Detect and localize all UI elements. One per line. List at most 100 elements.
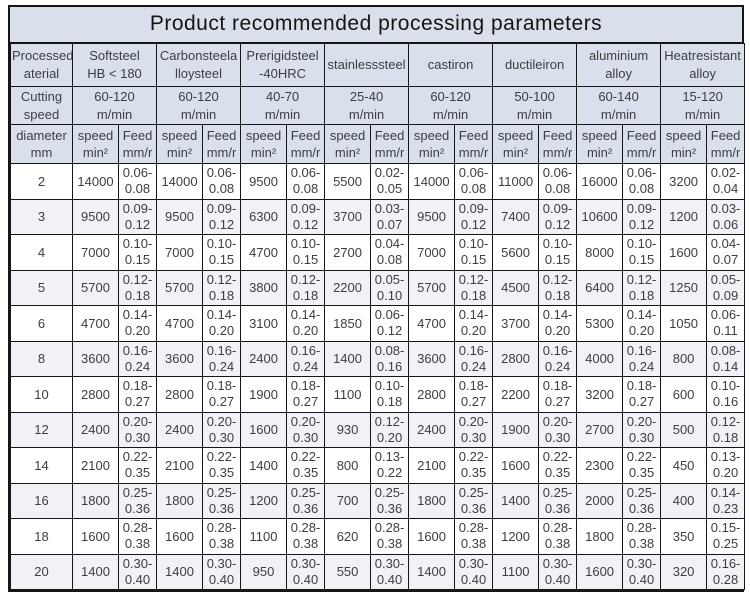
diameter-header-cell: diameter mm bbox=[10, 124, 73, 165]
speed-value-cell: 500 bbox=[660, 411, 708, 449]
cutting-speed-label-cell: Cutting speed bbox=[10, 85, 73, 126]
feed-value-cell: 0.06-0.08 bbox=[538, 163, 578, 200]
feed-value-cell: 0.16-0.24 bbox=[538, 340, 578, 378]
table-row: 16 1800 0.25-0.36 1800 0.25-0.36 1200 0.25-0.3… bbox=[10, 482, 746, 520]
speed-value-cell: 2100 bbox=[72, 447, 119, 484]
table-row: 6 4700 0.14-0.20 4700 0.14-0.20 3100 0.14-0.20… bbox=[10, 305, 746, 342]
material-header-cell: stainlesssteel bbox=[324, 43, 410, 87]
feed-value-cell: 0.09-0.12 bbox=[202, 198, 242, 236]
feed-value-cell: 0.10-0.16 bbox=[706, 376, 746, 413]
speed-value-cell: 5600 bbox=[492, 234, 540, 271]
speed-value-cell: 2800 bbox=[408, 376, 456, 413]
diameter-cell: 20 bbox=[10, 553, 73, 591]
material-header-cell: Softsteel HB < 180 bbox=[71, 43, 158, 87]
speed-value-cell: 2800 bbox=[156, 376, 204, 413]
speed-value-cell: 4700 bbox=[156, 305, 204, 342]
feed-value-cell: 0.25-0.36 bbox=[286, 482, 326, 520]
speed-value-cell: 800 bbox=[660, 340, 708, 378]
feed-value-cell: 0.22-0.35 bbox=[286, 447, 326, 484]
speed-value-cell: 7000 bbox=[72, 234, 119, 271]
speed-value-cell: 3700 bbox=[324, 198, 372, 236]
feed-unit-header-cell: Feed mm/r bbox=[454, 124, 494, 165]
feed-value-cell: 0.16-0.24 bbox=[622, 340, 662, 378]
feed-value-cell: 0.20-0.30 bbox=[202, 411, 242, 449]
feed-value-cell: 0.16-0.24 bbox=[202, 340, 242, 378]
speed-value-cell: 600 bbox=[660, 376, 708, 413]
speed-value-cell: 11000 bbox=[492, 163, 540, 200]
feed-value-cell: 0.18-0.27 bbox=[622, 376, 662, 413]
speed-value-cell: 2800 bbox=[72, 376, 119, 413]
feed-value-cell: 0.18-0.27 bbox=[538, 376, 578, 413]
speed-value-cell: 1600 bbox=[576, 553, 624, 591]
speed-value-cell: 3600 bbox=[72, 340, 119, 378]
speed-value-cell: 800 bbox=[324, 447, 372, 484]
diameter-cell: 16 bbox=[10, 482, 73, 520]
speed-value-cell: 1400 bbox=[324, 340, 372, 378]
table-row: 20 1400 0.30-0.40 1400 0.30-0.40 950 0.30-0.40… bbox=[10, 553, 746, 591]
speed-value-cell: 7400 bbox=[492, 198, 540, 236]
feed-value-cell: 0.28-0.38 bbox=[286, 518, 326, 555]
feed-value-cell: 0.28-0.38 bbox=[202, 518, 242, 555]
feed-value-cell: 0.25-0.36 bbox=[117, 482, 158, 520]
speed-unit-header-cell: speed min² bbox=[240, 124, 288, 165]
cutting-speed-value-cell: 15-120 m/min bbox=[660, 85, 746, 126]
feed-value-cell: 0.03-0.06 bbox=[706, 198, 746, 236]
feed-unit-header-cell: Feed mm/r bbox=[117, 124, 158, 165]
speed-value-cell: 2200 bbox=[324, 269, 372, 307]
feed-value-cell: 0.10-0.15 bbox=[538, 234, 578, 271]
table-row: 10 2800 0.18-0.27 2800 0.18-0.27 1900 0.18-0.2… bbox=[10, 376, 746, 413]
feed-value-cell: 0.18-0.27 bbox=[202, 376, 242, 413]
speed-value-cell: 1900 bbox=[492, 411, 540, 449]
feed-value-cell: 0.18-0.27 bbox=[454, 376, 494, 413]
feed-value-cell: 0.20-0.30 bbox=[117, 411, 158, 449]
diameter-cell: 12 bbox=[10, 411, 73, 449]
feed-value-cell: 0.20-0.30 bbox=[622, 411, 662, 449]
speed-value-cell: 350 bbox=[660, 518, 708, 555]
feed-value-cell: 0.22-0.35 bbox=[202, 447, 242, 484]
speed-unit-header-cell: speed min² bbox=[156, 124, 204, 165]
speed-value-cell: 2400 bbox=[408, 411, 456, 449]
feed-unit-header-cell: Feed mm/r bbox=[538, 124, 578, 165]
speed-value-cell: 4000 bbox=[576, 340, 624, 378]
table-row: 2 14000 0.06-0.08 14000 0.06-0.08 9500 0.06-0.… bbox=[10, 163, 746, 200]
speed-value-cell: 950 bbox=[240, 553, 288, 591]
speed-value-cell: 700 bbox=[324, 482, 372, 520]
table-row: 14 2100 0.22-0.35 2100 0.22-0.35 1400 0.22-0.3… bbox=[10, 447, 746, 484]
feed-value-cell: 0.14-0.20 bbox=[117, 305, 158, 342]
speed-value-cell: 10600 bbox=[576, 198, 624, 236]
speed-value-cell: 1200 bbox=[492, 518, 540, 555]
feed-value-cell: 0.18-0.27 bbox=[117, 376, 158, 413]
speed-value-cell: 1600 bbox=[156, 518, 204, 555]
feed-value-cell: 0.14-0.23 bbox=[706, 482, 746, 520]
feed-value-cell: 0.12-0.18 bbox=[538, 269, 578, 307]
speed-value-cell: 1600 bbox=[660, 234, 708, 271]
speed-value-cell: 3700 bbox=[492, 305, 540, 342]
speed-value-cell: 550 bbox=[324, 553, 372, 591]
material-header-cell: Carbonsteela lloysteel bbox=[156, 43, 242, 87]
speed-value-cell: 320 bbox=[660, 553, 708, 591]
header-row-cutting-speed: Cutting speed 60-120 m/min 60-120 m/min 40-… bbox=[10, 85, 746, 126]
feed-value-cell: 0.06-0.12 bbox=[370, 305, 410, 342]
speed-value-cell: 2400 bbox=[72, 411, 119, 449]
speed-value-cell: 1900 bbox=[240, 376, 288, 413]
speed-value-cell: 3200 bbox=[660, 163, 708, 200]
feed-value-cell: 0.20-0.30 bbox=[454, 411, 494, 449]
cutting-speed-value-cell: 60-120 m/min bbox=[408, 85, 494, 126]
speed-value-cell: 620 bbox=[324, 518, 372, 555]
feed-value-cell: 0.16-0.28 bbox=[706, 553, 746, 591]
speed-value-cell: 5300 bbox=[576, 305, 624, 342]
feed-value-cell: 0.06-0.08 bbox=[202, 163, 242, 200]
feed-value-cell: 0.05-0.09 bbox=[706, 269, 746, 307]
speed-value-cell: 4700 bbox=[72, 305, 119, 342]
speed-value-cell: 5700 bbox=[72, 269, 119, 307]
feed-value-cell: 0.22-0.35 bbox=[622, 447, 662, 484]
diameter-cell: 10 bbox=[10, 376, 73, 413]
table-row: 18 1600 0.28-0.38 1600 0.28-0.38 1100 0.28-0.3… bbox=[10, 518, 746, 555]
speed-value-cell: 1800 bbox=[156, 482, 204, 520]
speed-value-cell: 16000 bbox=[576, 163, 624, 200]
speed-value-cell: 2700 bbox=[576, 411, 624, 449]
feed-value-cell: 0.14-0.20 bbox=[622, 305, 662, 342]
feed-value-cell: 0.08-0.16 bbox=[370, 340, 410, 378]
cutting-speed-value-cell: 50-100 m/min bbox=[492, 85, 578, 126]
diameter-cell: 18 bbox=[10, 518, 73, 555]
